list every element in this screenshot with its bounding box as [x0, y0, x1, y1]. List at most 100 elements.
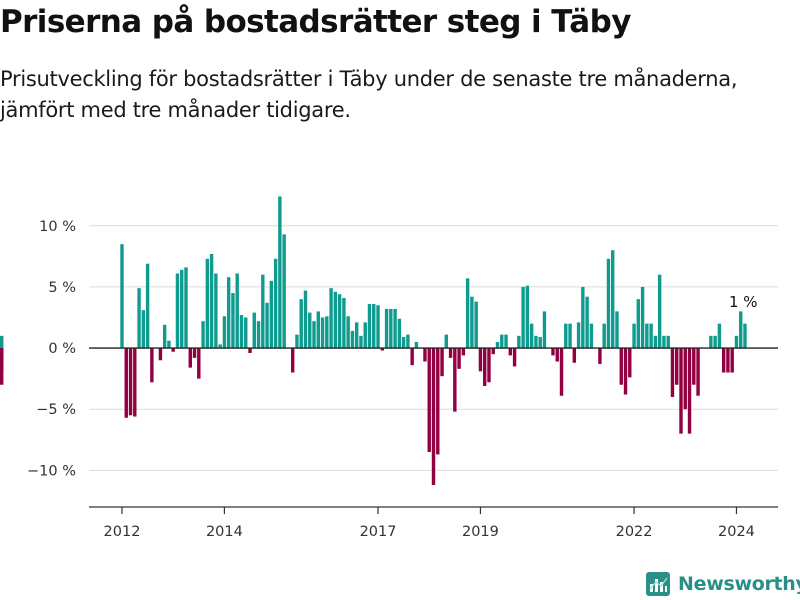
bar-positive — [525, 285, 530, 349]
bar-negative — [188, 348, 192, 368]
bar-positive — [666, 335, 670, 349]
bar-positive — [346, 316, 350, 349]
bar-negative — [192, 348, 197, 358]
bar-positive — [120, 244, 124, 349]
bar-negative — [721, 348, 726, 373]
bar-positive — [180, 269, 184, 349]
bar-positive — [273, 258, 278, 349]
bar-positive — [657, 274, 662, 349]
bar-negative — [508, 348, 513, 356]
bar-positive — [636, 299, 641, 349]
bar-positive — [743, 323, 747, 349]
chart-subtitle: Prisutveckling för bostadsrätter i Täby … — [0, 67, 738, 122]
bar-positive — [602, 323, 606, 349]
bar-positive — [312, 321, 316, 349]
x-tick-label: 2019 — [462, 524, 499, 540]
bar-negative — [491, 348, 495, 355]
bar-negative — [457, 348, 461, 369]
bar-negative — [559, 348, 564, 396]
y-tick-label: 10 % — [39, 219, 76, 235]
bar-positive — [137, 288, 141, 349]
bar-positive — [517, 335, 521, 349]
bar-chart-logo-icon — [646, 572, 670, 596]
bar-positive — [244, 317, 248, 349]
bar-positive — [662, 335, 666, 349]
x-tick-label: 2014 — [206, 524, 243, 540]
last-value-annotation: 1 % — [729, 293, 758, 311]
bar-positive — [226, 277, 231, 349]
bar-positive — [709, 335, 713, 349]
bar-positive — [717, 323, 722, 349]
bar-positive — [401, 337, 406, 349]
bar-negative — [436, 348, 440, 455]
bar-negative — [427, 348, 431, 452]
bar-positive — [303, 290, 308, 349]
bar-negative — [423, 348, 427, 362]
bar-negative — [380, 348, 384, 351]
annotations: 1 % — [729, 293, 758, 311]
bar-positive — [363, 322, 367, 349]
bar-negative — [158, 348, 163, 361]
bar-negative — [730, 348, 734, 373]
bar-negative — [150, 348, 154, 383]
bar-positive — [205, 258, 210, 349]
bar-positive — [269, 280, 274, 349]
bar-positive — [538, 337, 542, 349]
bar-negative — [679, 348, 683, 434]
chart-title: Priserna på bostadsrätter steg i Täby — [0, 4, 631, 40]
bar-positive — [261, 274, 265, 349]
bar-positive — [384, 308, 389, 349]
bar-positive — [252, 312, 256, 349]
bar-positive — [649, 323, 653, 349]
bar-negative — [675, 348, 679, 385]
y-tick-label: 0 % — [48, 341, 76, 357]
bar-positive — [576, 322, 581, 349]
bar-negative — [683, 348, 687, 410]
bar-positive — [265, 302, 269, 349]
bar-positive — [295, 334, 299, 349]
bar-negative — [696, 348, 700, 396]
bar-positive — [320, 317, 325, 349]
x-tick-label: 2024 — [718, 524, 755, 540]
bar-positive — [325, 316, 329, 349]
bar-negative — [171, 348, 175, 352]
bar-positive — [299, 299, 303, 349]
bar-negative — [628, 348, 632, 378]
brand-logo[interactable]: Newsworthy — [645, 570, 800, 598]
bar-negative — [512, 348, 517, 367]
bar-negative — [453, 348, 457, 412]
bar-positive — [278, 196, 282, 349]
bar-positive — [145, 263, 150, 349]
bar-positive — [372, 304, 376, 349]
bar-positive — [589, 323, 594, 349]
bar-positive — [640, 286, 645, 349]
bar-positive — [444, 334, 448, 349]
bar-positive — [581, 286, 585, 349]
bar-positive — [209, 253, 214, 349]
bar-positive — [231, 293, 235, 349]
bar-negative — [619, 348, 623, 385]
bar-positive — [470, 296, 474, 349]
bar-positive — [653, 335, 658, 349]
bar-positive — [167, 340, 171, 349]
bar-negative — [692, 348, 696, 385]
x-tick-label: 2017 — [360, 524, 397, 540]
bar-positive — [201, 321, 205, 349]
bar-positive — [739, 311, 743, 349]
bar-positive — [333, 291, 338, 349]
bar-positive — [256, 321, 261, 349]
bar-positive — [632, 323, 636, 349]
bar-positive — [389, 308, 393, 349]
bar-positive — [0, 335, 4, 349]
bar-positive — [521, 286, 525, 349]
bar-positive — [542, 311, 547, 349]
bar-negative — [431, 348, 436, 485]
x-axis-ticks: 2012 2014 2017 2019 2022 2024 — [104, 507, 755, 540]
bar-positive — [611, 250, 615, 349]
bar-positive — [175, 273, 180, 349]
bar-negative — [487, 348, 491, 383]
bar-positive — [367, 304, 372, 349]
brand-name: Newsworthy — [678, 573, 800, 595]
x-tick-label: 2012 — [104, 524, 141, 540]
